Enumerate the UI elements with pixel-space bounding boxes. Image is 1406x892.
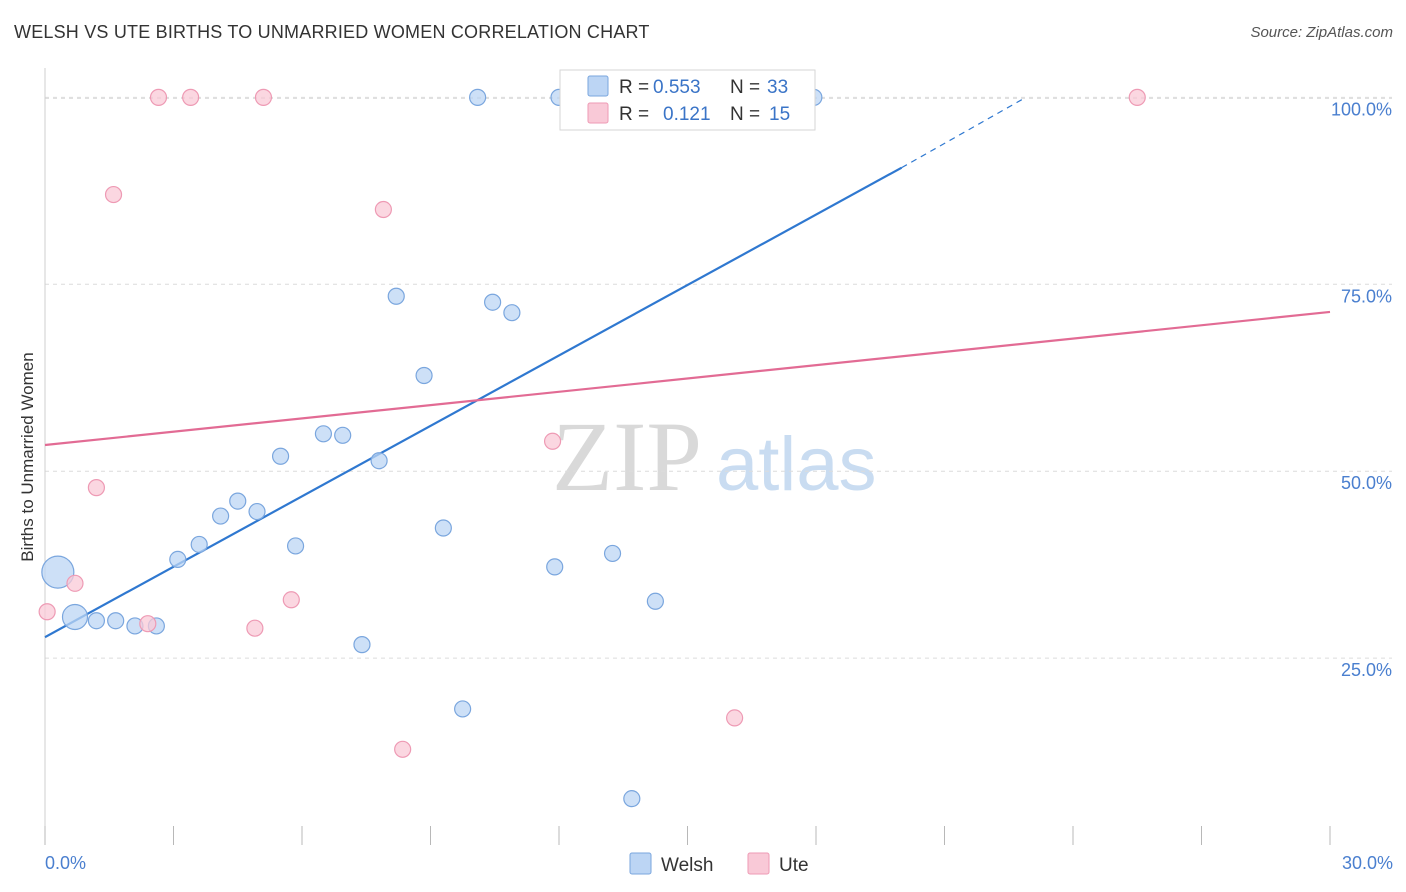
- ute-point: [149, 88, 168, 106]
- welsh-point: [454, 700, 472, 718]
- welsh-point: [623, 790, 641, 808]
- ute-point: [104, 185, 123, 204]
- y-tick-label: 50.0%: [1341, 473, 1392, 493]
- welsh-r-value: 0.553: [653, 77, 701, 98]
- watermark-atlas: atlas: [716, 422, 877, 507]
- ute-point: [543, 432, 562, 450]
- welsh-point: [646, 592, 664, 610]
- ute-point: [139, 615, 157, 633]
- ute-legend-swatch: [587, 102, 609, 124]
- stats-legend: R = 0.553 N = 33 R = 0.121 N = 15: [559, 69, 816, 131]
- ute-point: [394, 740, 412, 758]
- ute-point: [87, 479, 106, 497]
- y-tick-label: 25.0%: [1341, 660, 1392, 680]
- welsh-trendline-extension: [901, 96, 1027, 169]
- welsh-point: [546, 558, 564, 576]
- legend-welsh-swatch: [629, 852, 652, 875]
- welsh-point: [107, 612, 125, 630]
- welsh-point: [334, 426, 352, 444]
- series-legend: Welsh Ute: [629, 852, 809, 876]
- welsh-point: [353, 636, 371, 654]
- y-tick-label: 100.0%: [1331, 99, 1392, 119]
- gridlines: 25.0% 50.0% 75.0% 100.0%: [45, 96, 1392, 680]
- source-label: Source: ZipAtlas.com: [1250, 24, 1393, 41]
- ute-point: [282, 591, 300, 609]
- legend-ute-swatch: [747, 852, 770, 875]
- ute-r-value: 0.121: [663, 104, 711, 125]
- welsh-point: [212, 507, 230, 525]
- welsh-point: [286, 537, 305, 555]
- welsh-r-label: R =: [619, 77, 649, 98]
- y-tick-label: 75.0%: [1341, 286, 1392, 306]
- welsh-point: [469, 88, 487, 106]
- welsh-point: [503, 304, 521, 322]
- x-tick-label: 0.0%: [45, 853, 86, 873]
- welsh-point: [87, 612, 106, 630]
- chart-title: WELSH VS UTE BIRTHS TO UNMARRIED WOMEN C…: [14, 22, 650, 42]
- watermark: ZIP atlas: [552, 401, 877, 512]
- welsh-point: [387, 287, 405, 305]
- watermark-zip: ZIP: [552, 401, 702, 512]
- ute-trendline: [44, 310, 1331, 447]
- welsh-point: [61, 603, 89, 631]
- welsh-point: [434, 519, 452, 537]
- welsh-point: [370, 452, 388, 470]
- axes: 0.0% 30.0%: [44, 68, 1393, 873]
- welsh-point: [248, 502, 266, 521]
- welsh-point: [314, 425, 333, 443]
- legend-ute-label: Ute: [779, 855, 809, 876]
- welsh-point: [169, 550, 187, 569]
- welsh-trendline: [44, 166, 903, 639]
- welsh-point: [271, 447, 290, 465]
- ute-point: [182, 88, 200, 106]
- trendlines: [44, 96, 1331, 639]
- ute-n-value: 15: [769, 104, 790, 125]
- ute-point: [38, 603, 56, 621]
- x-tick-label: 30.0%: [1342, 853, 1393, 873]
- ute-point: [1128, 88, 1146, 106]
- welsh-point: [603, 544, 622, 563]
- ute-point: [246, 619, 264, 637]
- welsh-point: [190, 535, 208, 554]
- ute-n-label: N =: [730, 104, 760, 125]
- welsh-legend-swatch: [587, 75, 609, 97]
- welsh-point: [229, 492, 247, 510]
- welsh-point: [41, 555, 75, 589]
- welsh-point: [484, 293, 502, 311]
- welsh-n-value: 33: [767, 77, 788, 98]
- ute-point: [254, 88, 273, 106]
- ute-r-label: R =: [619, 104, 649, 125]
- ute-point: [374, 200, 392, 219]
- ute-point: [726, 709, 744, 727]
- welsh-point: [415, 366, 433, 385]
- welsh-n-label: N =: [730, 77, 760, 98]
- legend-welsh-label: Welsh: [661, 855, 713, 876]
- ute-point: [66, 574, 84, 592]
